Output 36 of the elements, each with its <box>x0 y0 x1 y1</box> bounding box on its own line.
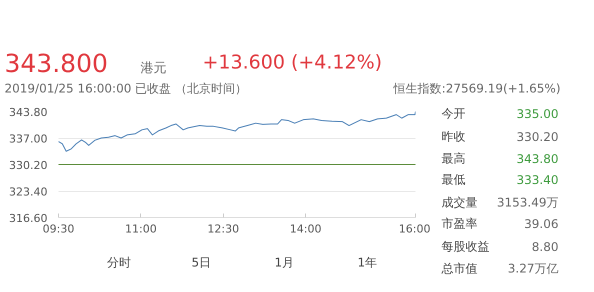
text: 5日 <box>191 256 212 270</box>
x-tick-label: 09:30 <box>42 222 74 236</box>
y-tick-label: 343.80 <box>9 106 48 119</box>
text: 8.80 <box>532 240 558 254</box>
text: 最低 <box>442 172 466 186</box>
y-tick-label: 330.20 <box>9 159 48 172</box>
text: 1年 <box>358 256 378 270</box>
x-tick-label: 14:00 <box>290 222 322 236</box>
text: 昨收 <box>442 130 466 144</box>
text: 3153.49万 <box>496 196 558 210</box>
text: 成交量 <box>442 196 478 210</box>
x-tick-label: 16:00 <box>398 222 431 236</box>
x-tick-label: 12:30 <box>207 222 240 236</box>
line-series <box>58 112 416 152</box>
text: 总市值 <box>440 262 478 276</box>
text: 市盈率 <box>442 216 478 230</box>
text: 39.06 <box>524 217 559 231</box>
text: 每股收益 <box>442 240 490 254</box>
text: 333.40 <box>516 173 559 187</box>
text: 今开 <box>442 106 466 120</box>
text: 1月 <box>274 256 294 270</box>
text: 2019/01/25 16:00:00 已收盘 （北京时间） <box>4 82 248 96</box>
text: 335.00 <box>516 107 559 121</box>
text: 3.27万亿 <box>508 262 558 276</box>
text: +13.600 (+4.12%) <box>202 52 382 74</box>
y-tick-label: 316.60 <box>9 212 48 225</box>
text: 港元 <box>140 61 166 76</box>
text: 330.20 <box>516 130 559 144</box>
text: 分时 <box>107 256 132 270</box>
text: 恒生指数:27569.19(+1.65%) <box>392 82 561 96</box>
text: 最高 <box>442 152 466 166</box>
y-tick-label: 337.00 <box>9 132 48 146</box>
y-tick-label: 323.40 <box>9 186 48 198</box>
x-tick-label: 11:00 <box>125 222 157 236</box>
text: 343.80 <box>516 152 559 166</box>
text: 343.800 <box>4 49 108 78</box>
